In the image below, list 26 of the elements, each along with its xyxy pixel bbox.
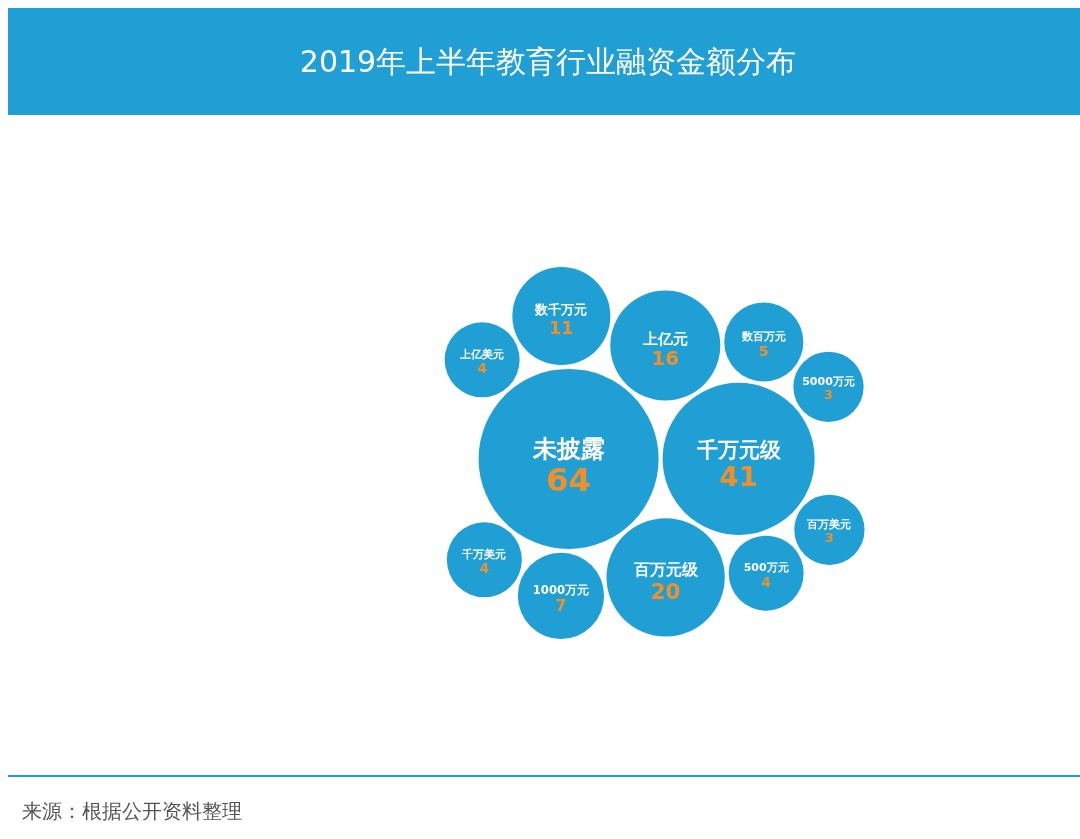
category-label: 上亿元: [641, 329, 688, 348]
data-label: 7: [555, 597, 567, 616]
source-note: 来源：根据公开资料整理: [22, 799, 242, 823]
category-label: 数千万元: [534, 302, 588, 318]
category-label: 500万元: [743, 561, 789, 575]
data-label: 16: [651, 347, 680, 371]
category-label: 上亿美元: [459, 347, 505, 361]
category-label: 千万美元: [461, 547, 507, 561]
category-label: 5000万元: [802, 374, 855, 388]
data-label: 5: [758, 343, 769, 360]
data-label: 41: [719, 461, 758, 493]
category-label: 数百万元: [740, 329, 786, 343]
data-label: 3: [824, 387, 833, 403]
data-label: 3: [825, 530, 834, 546]
data-label: 11: [549, 317, 574, 338]
category-label: 1000万元: [532, 582, 590, 597]
data-label: 64: [546, 461, 592, 500]
category-label: 百万元级: [632, 560, 699, 580]
text: 2019年上半年教育行业融资金额分布: [299, 44, 797, 79]
data-label: 4: [477, 360, 487, 377]
data-label: 4: [479, 560, 490, 577]
category-label: 百万美元: [806, 517, 852, 531]
data-label: 4: [761, 573, 771, 590]
category-label: 未披露: [531, 433, 605, 463]
data-label: 20: [650, 578, 681, 604]
category-label: 千万元级: [695, 437, 782, 462]
